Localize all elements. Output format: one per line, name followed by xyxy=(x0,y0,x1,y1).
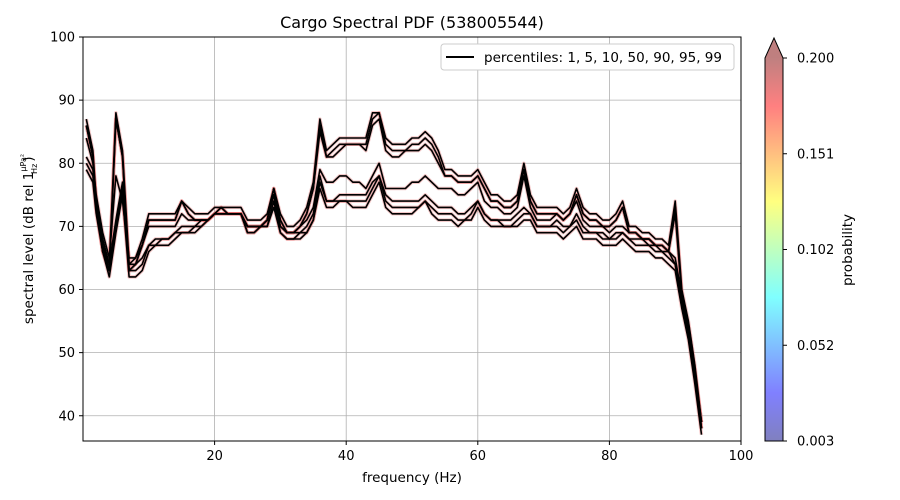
x-tick-label: 60 xyxy=(470,449,487,464)
x-tick-label: 100 xyxy=(729,449,754,464)
percentile-line-5 xyxy=(85,112,703,429)
plot-frame xyxy=(82,36,742,442)
y-tick-label: 70 xyxy=(58,220,75,235)
colorbar-label: probability xyxy=(840,214,856,286)
colorbar-tick-label: 0.200 xyxy=(797,52,834,67)
y-tick-label: 100 xyxy=(50,31,75,46)
colorbar-tick-label: 0.003 xyxy=(797,435,834,450)
x-axis-title: frequency (Hz) xyxy=(362,470,462,486)
chart-title: Cargo Spectral PDF (538005544) xyxy=(280,13,544,32)
percentile-line-2 xyxy=(85,156,703,423)
x-tick-label: 20 xyxy=(206,449,223,464)
percentile-line-1 xyxy=(85,162,703,429)
colorbar-extend-arrow xyxy=(765,38,783,58)
y-tick-label: 50 xyxy=(58,346,75,361)
percentile-lines xyxy=(84,111,704,435)
y-axis-title: spectral level (dB rel 1μPa² Hz) xyxy=(19,154,39,324)
x-tick-label: 40 xyxy=(338,449,355,464)
percentile-line-3 xyxy=(85,137,703,423)
y-tick-label: 40 xyxy=(58,409,75,424)
x-tick-label: 80 xyxy=(601,449,618,464)
y-axis: 40 50 60 70 80 90 100 xyxy=(50,31,83,424)
x-axis: 20 40 60 80 100 xyxy=(206,441,753,464)
y-tick-label: 80 xyxy=(58,157,75,172)
colorbar-tick-label: 0.102 xyxy=(797,243,834,258)
colorbar-tick-label: 0.052 xyxy=(797,339,834,354)
colorbar-tick-label: 0.151 xyxy=(797,147,834,162)
colorbar: 0.003 0.052 0.102 0.151 0.200 probability xyxy=(764,36,856,450)
y-tick-label: 90 xyxy=(58,94,75,109)
legend-label: percentiles: 1, 5, 10, 50, 90, 95, 99 xyxy=(484,50,722,66)
colorbar-gradient xyxy=(765,58,783,441)
legend: percentiles: 1, 5, 10, 50, 90, 95, 99 xyxy=(440,43,735,71)
y-tick-label: 60 xyxy=(58,283,75,298)
percentile-line-6 xyxy=(85,112,703,423)
